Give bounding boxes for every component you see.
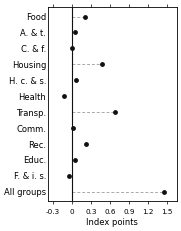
- X-axis label: Index points: Index points: [86, 218, 138, 227]
